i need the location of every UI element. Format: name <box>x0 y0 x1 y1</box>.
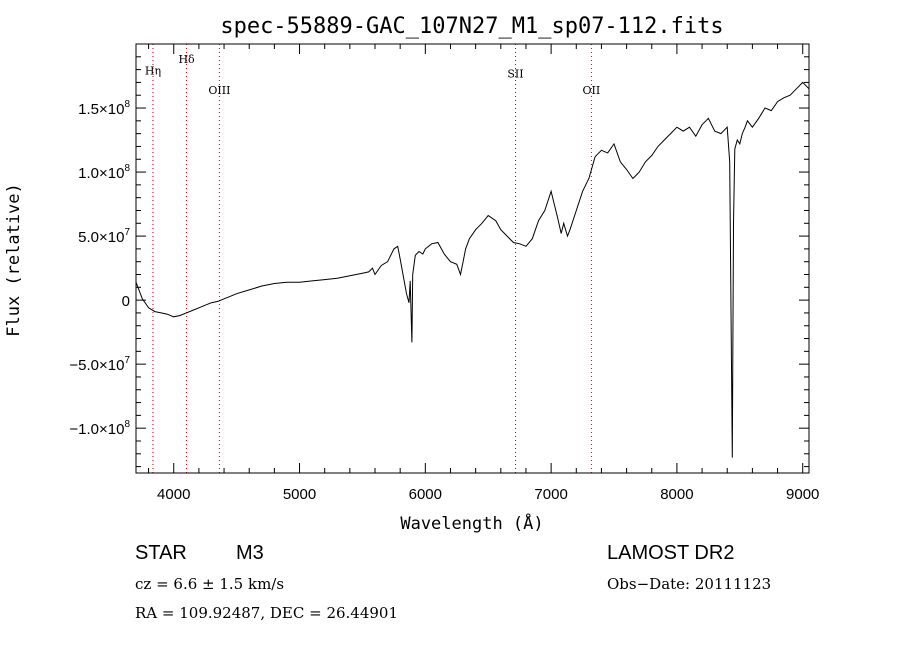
line-marker-label: Hδ <box>178 53 195 66</box>
object-class: STAR <box>135 542 187 564</box>
plot-frame <box>135 43 810 474</box>
line-marker-label: SII <box>507 67 523 80</box>
y-tick-label: 0 <box>122 293 130 310</box>
redshift-cz: cz = 6.6 ± 1.5 km/s <box>135 575 285 593</box>
x-axis-label: Wavelength (Å) <box>400 512 543 534</box>
chart-title: spec-55889-GAC_107N27_M1_sp07-112.fits <box>220 14 723 39</box>
line-marker-label: OIII <box>208 84 230 97</box>
x-tick-label: 7000 <box>534 486 567 503</box>
line-marker-label: OII <box>583 84 601 97</box>
y-tick-label: 1.5×108 <box>78 99 130 118</box>
tick-labels: 4000 5000 6000 7000 8000 9000 −1.0×108 −5.0×107… <box>69 99 819 503</box>
object-subclass: M3 <box>236 542 264 564</box>
y-tick-label: 5.0×107 <box>78 227 130 246</box>
y-tick-label: −5.0×107 <box>69 355 130 374</box>
line-marker-label: Hη <box>145 65 161 78</box>
y-tick-label: 1.0×108 <box>78 163 130 182</box>
axis-ticks <box>136 44 809 473</box>
emission-line-markers: Hη Hδ OIII SII OII <box>145 44 600 473</box>
x-tick-label: 4000 <box>157 486 190 503</box>
x-tick-label: 9000 <box>786 486 819 503</box>
spectrum-series-line <box>135 81 810 458</box>
coordinates: RA = 109.92487, DEC = 26.44901 <box>135 604 399 622</box>
obs-date: Obs−Date: 20111123 <box>607 575 772 593</box>
y-axis-label: Flux (relative) <box>4 183 24 337</box>
y-tick-label: −1.0×108 <box>69 419 130 438</box>
x-tick-label: 8000 <box>660 486 693 503</box>
x-tick-label: 6000 <box>409 486 442 503</box>
survey-name: LAMOST DR2 <box>607 542 735 564</box>
x-tick-label: 5000 <box>283 486 316 503</box>
